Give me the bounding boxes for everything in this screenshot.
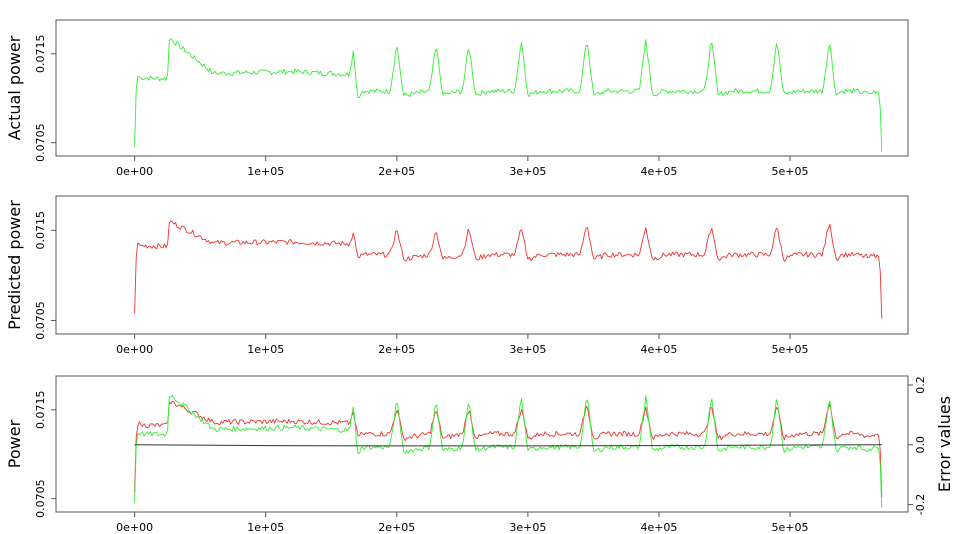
y-tick-label: 0.0705 bbox=[34, 301, 47, 340]
x-axis: 0e+00 1e+05 2e+05 3e+05 4e+05 5e+05 bbox=[116, 512, 809, 534]
plot-frame bbox=[55, 19, 909, 157]
x-tick-label: 5e+05 bbox=[772, 343, 809, 356]
x-tick-label: 0e+00 bbox=[116, 165, 153, 178]
panel-power-comparison: 0e+00 1e+05 2e+05 3e+05 4e+05 5e+05 0.07050.0… bbox=[5, 375, 954, 534]
y-tick-label: 0.0715 bbox=[34, 391, 47, 430]
y-axis: 0.0705 0.0715 bbox=[34, 391, 56, 518]
x-tick-label: 0e+00 bbox=[116, 521, 153, 534]
panel-actual-power: 0e+00 1e+05 2e+05 3e+05 4e+05 5e+05 0.07050.0… bbox=[5, 19, 909, 178]
series-line bbox=[134, 444, 882, 447]
x-tick-label: 1e+05 bbox=[247, 521, 284, 534]
x-axis: 0e+00 1e+05 2e+05 3e+05 4e+05 5e+05 bbox=[116, 334, 809, 356]
y-axis-title: Power bbox=[5, 419, 24, 468]
x-tick-label: 2e+05 bbox=[378, 521, 415, 534]
x-tick-label: 0e+00 bbox=[116, 343, 153, 356]
x-tick-label: 3e+05 bbox=[509, 343, 546, 356]
y-axis-title: Actual power bbox=[5, 35, 24, 140]
x-tick-label: 3e+05 bbox=[509, 165, 546, 178]
secondary-y-axis: -0.2 0.0 0.2 bbox=[908, 376, 927, 515]
y-axis-title: Predicted power bbox=[5, 200, 24, 330]
y2-tick-label: 0.2 bbox=[914, 376, 927, 394]
x-axis: 0e+00 1e+05 2e+05 3e+05 4e+05 5e+05 bbox=[116, 156, 809, 178]
x-tick-label: 4e+05 bbox=[640, 165, 677, 178]
x-tick-label: 4e+05 bbox=[640, 521, 677, 534]
y-tick-label: 0.0715 bbox=[34, 35, 47, 74]
y-tick-label: 0.0715 bbox=[34, 211, 47, 250]
x-tick-label: 1e+05 bbox=[247, 165, 284, 178]
series-line bbox=[134, 394, 883, 508]
y-axis: 0.0705 0.0715 bbox=[34, 211, 56, 340]
series-line bbox=[134, 400, 883, 497]
x-tick-label: 1e+05 bbox=[247, 343, 284, 356]
plot-frame bbox=[55, 195, 909, 335]
panel-predicted-power: 0e+00 1e+05 2e+05 3e+05 4e+05 5e+05 0.07050.0… bbox=[5, 195, 909, 356]
plot-frame bbox=[55, 375, 909, 513]
x-tick-label: 3e+05 bbox=[509, 521, 546, 534]
series-line bbox=[134, 220, 883, 319]
x-tick-label: 4e+05 bbox=[640, 343, 677, 356]
y-tick-label: 0.0705 bbox=[34, 479, 47, 517]
y2-tick-label: 0.0 bbox=[914, 436, 927, 454]
x-tick-label: 5e+05 bbox=[772, 521, 809, 534]
secondary-y-axis-title: Error values bbox=[935, 396, 954, 492]
y-axis: 0.0705 0.0715 bbox=[34, 35, 56, 162]
x-tick-label: 2e+05 bbox=[378, 343, 415, 356]
series-layer bbox=[134, 38, 883, 152]
y-tick-label: 0.0705 bbox=[34, 123, 47, 162]
x-tick-label: 2e+05 bbox=[378, 165, 415, 178]
series-layer bbox=[134, 394, 883, 508]
series-layer bbox=[134, 220, 883, 319]
x-tick-label: 5e+05 bbox=[772, 165, 809, 178]
series-line bbox=[134, 38, 883, 152]
y2-tick-label: -0.2 bbox=[914, 494, 927, 515]
